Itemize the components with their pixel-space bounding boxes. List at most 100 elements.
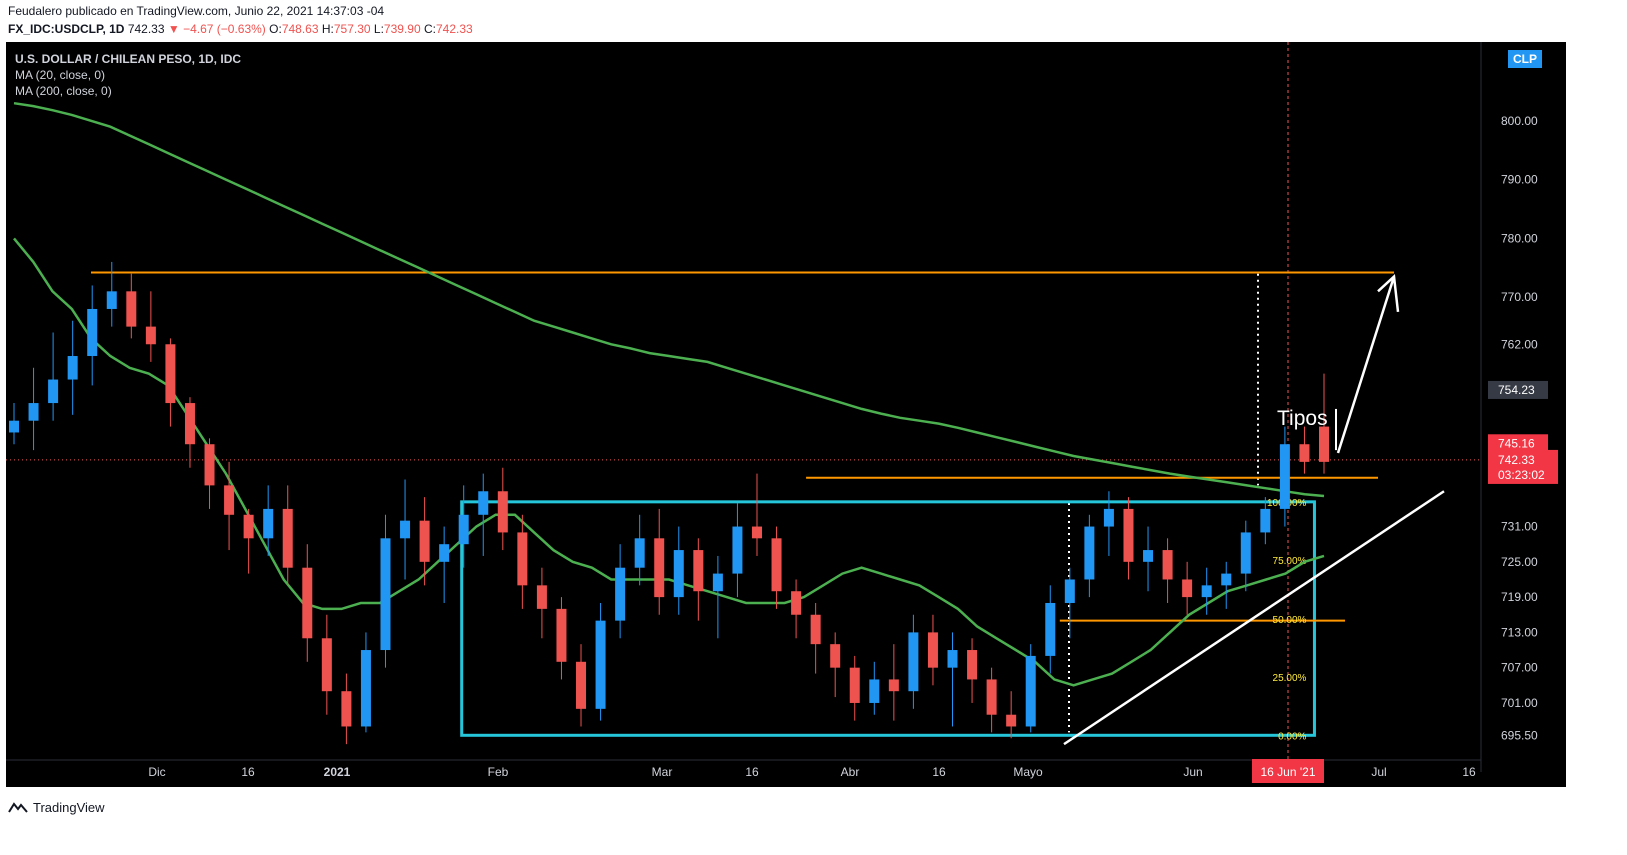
candle-body xyxy=(9,420,19,433)
candle-body xyxy=(1103,508,1114,527)
candle-body xyxy=(106,291,117,309)
candle-body xyxy=(732,526,743,574)
publish-info: Feudalero publicado en TradingView.com, … xyxy=(8,4,385,18)
fib-level-label: 75.00% xyxy=(1273,556,1307,567)
candle-body xyxy=(478,491,489,515)
candle-body xyxy=(615,567,626,621)
y-tick-label: 713.00 xyxy=(1501,625,1538,639)
fib-level-label: 25.00% xyxy=(1273,673,1307,684)
candle-body xyxy=(400,520,411,539)
date-cursor-label: 16 Jun '21 xyxy=(1260,765,1315,779)
tradingview-logo-icon xyxy=(8,802,28,813)
open-value: 748.63 xyxy=(281,22,319,36)
candle-body xyxy=(751,526,762,539)
candle-body xyxy=(1240,532,1251,574)
price-label-bg xyxy=(1488,434,1548,453)
candle-body xyxy=(967,650,978,680)
candle-body xyxy=(517,532,528,586)
trend-support-line xyxy=(1063,490,1445,746)
candle-body xyxy=(576,661,587,709)
candle-body xyxy=(126,291,137,327)
candle-body xyxy=(634,538,645,568)
currency-badge xyxy=(1508,50,1542,68)
chart-svg: 100.00%75.00%50.00%25.00%0.00%Tipos800.0… xyxy=(6,42,1558,783)
y-tick-label: 707.00 xyxy=(1501,661,1538,675)
projection-arrow-line xyxy=(1336,276,1396,454)
price-label: 745.16 xyxy=(1498,436,1535,450)
candle-body xyxy=(243,514,254,539)
candle-body xyxy=(927,632,938,668)
candle-body xyxy=(986,679,997,715)
candle-body xyxy=(1279,444,1290,509)
x-tick-label: Jun xyxy=(1183,765,1202,779)
low-value: 739.90 xyxy=(383,22,421,36)
candle-body xyxy=(654,538,665,598)
chart-plot-area[interactable]: 100.00%75.00%50.00%25.00%0.00%Tipos800.0… xyxy=(6,42,1566,787)
annotation-tipos: Tipos xyxy=(1277,407,1328,430)
x-tick-label: 16 xyxy=(932,765,946,779)
candle-body xyxy=(1064,579,1075,603)
x-tick-label: 16 xyxy=(745,765,759,779)
x-tick-label: Feb xyxy=(488,765,509,779)
open-label: O: xyxy=(269,22,282,36)
close-label: C: xyxy=(423,22,436,36)
candle-body xyxy=(360,650,371,727)
ohlc-header: FX_IDC:USDCLP, 1D 742.33 ▼ −4.67 (−0.63%… xyxy=(8,22,473,36)
candle-body xyxy=(947,650,958,668)
low-label: L: xyxy=(373,22,384,36)
close-value: 742.33 xyxy=(435,22,473,36)
y-tick-label: 790.00 xyxy=(1501,173,1538,187)
candle-body xyxy=(693,550,704,592)
x-tick-label: Mayo xyxy=(1013,765,1043,779)
y-tick-label: 695.50 xyxy=(1501,728,1538,742)
y-tick-label: 800.00 xyxy=(1501,114,1538,128)
last-price-label: 742.33 xyxy=(1498,453,1535,467)
candle-body xyxy=(1319,426,1329,462)
candle-body xyxy=(1221,573,1232,586)
legend-title: U.S. DOLLAR / CHILEAN PESO, 1D, IDC xyxy=(15,52,242,66)
candle-body xyxy=(712,573,723,592)
candle-body xyxy=(1143,550,1154,562)
candle-body xyxy=(458,514,469,545)
fib-level-label: 0.00% xyxy=(1278,731,1306,742)
candle-body xyxy=(849,667,860,703)
x-tick-label: 16 xyxy=(241,765,255,779)
candle-body xyxy=(791,591,802,615)
candle-body xyxy=(1123,508,1134,562)
candle-body xyxy=(321,638,332,692)
legend-ma20: MA (20, close, 0) xyxy=(15,68,106,82)
candle-body xyxy=(673,550,684,598)
candle-body xyxy=(1025,655,1036,727)
y-tick-label: 780.00 xyxy=(1501,231,1538,245)
candle-body xyxy=(1260,508,1271,533)
fib-level-label: 50.00% xyxy=(1273,615,1307,626)
candle-body xyxy=(1182,579,1193,598)
candle-body xyxy=(419,520,430,562)
candle-body xyxy=(439,544,450,562)
candle-body xyxy=(771,538,782,592)
candle-body xyxy=(184,403,195,445)
candle-body xyxy=(595,620,606,709)
x-tick-label: Jul xyxy=(1371,765,1386,779)
candle-body xyxy=(87,308,98,357)
candle-body xyxy=(48,379,59,404)
candle-body xyxy=(28,403,39,421)
candle-body xyxy=(67,356,78,380)
candle-body xyxy=(341,691,352,727)
candle-body xyxy=(224,485,235,515)
ma20-line xyxy=(13,237,1325,687)
y-tick-label: 762.00 xyxy=(1501,337,1538,351)
range-box xyxy=(460,500,1316,737)
y-tick-label: 731.00 xyxy=(1501,520,1538,534)
x-tick-label: Abr xyxy=(841,765,860,779)
last-price: 742.33 xyxy=(127,22,165,36)
tradingview-footer[interactable]: TradingView xyxy=(8,797,105,817)
candle-body xyxy=(145,326,156,345)
candle-body xyxy=(830,644,841,668)
candle-body xyxy=(302,567,313,639)
x-tick-label: 16 xyxy=(1462,765,1476,779)
candle-body xyxy=(380,538,391,651)
x-tick-label: 2021 xyxy=(324,765,351,779)
candle-body xyxy=(1201,585,1212,598)
price-change: ▼ −4.67 (−0.63%) xyxy=(167,22,266,36)
